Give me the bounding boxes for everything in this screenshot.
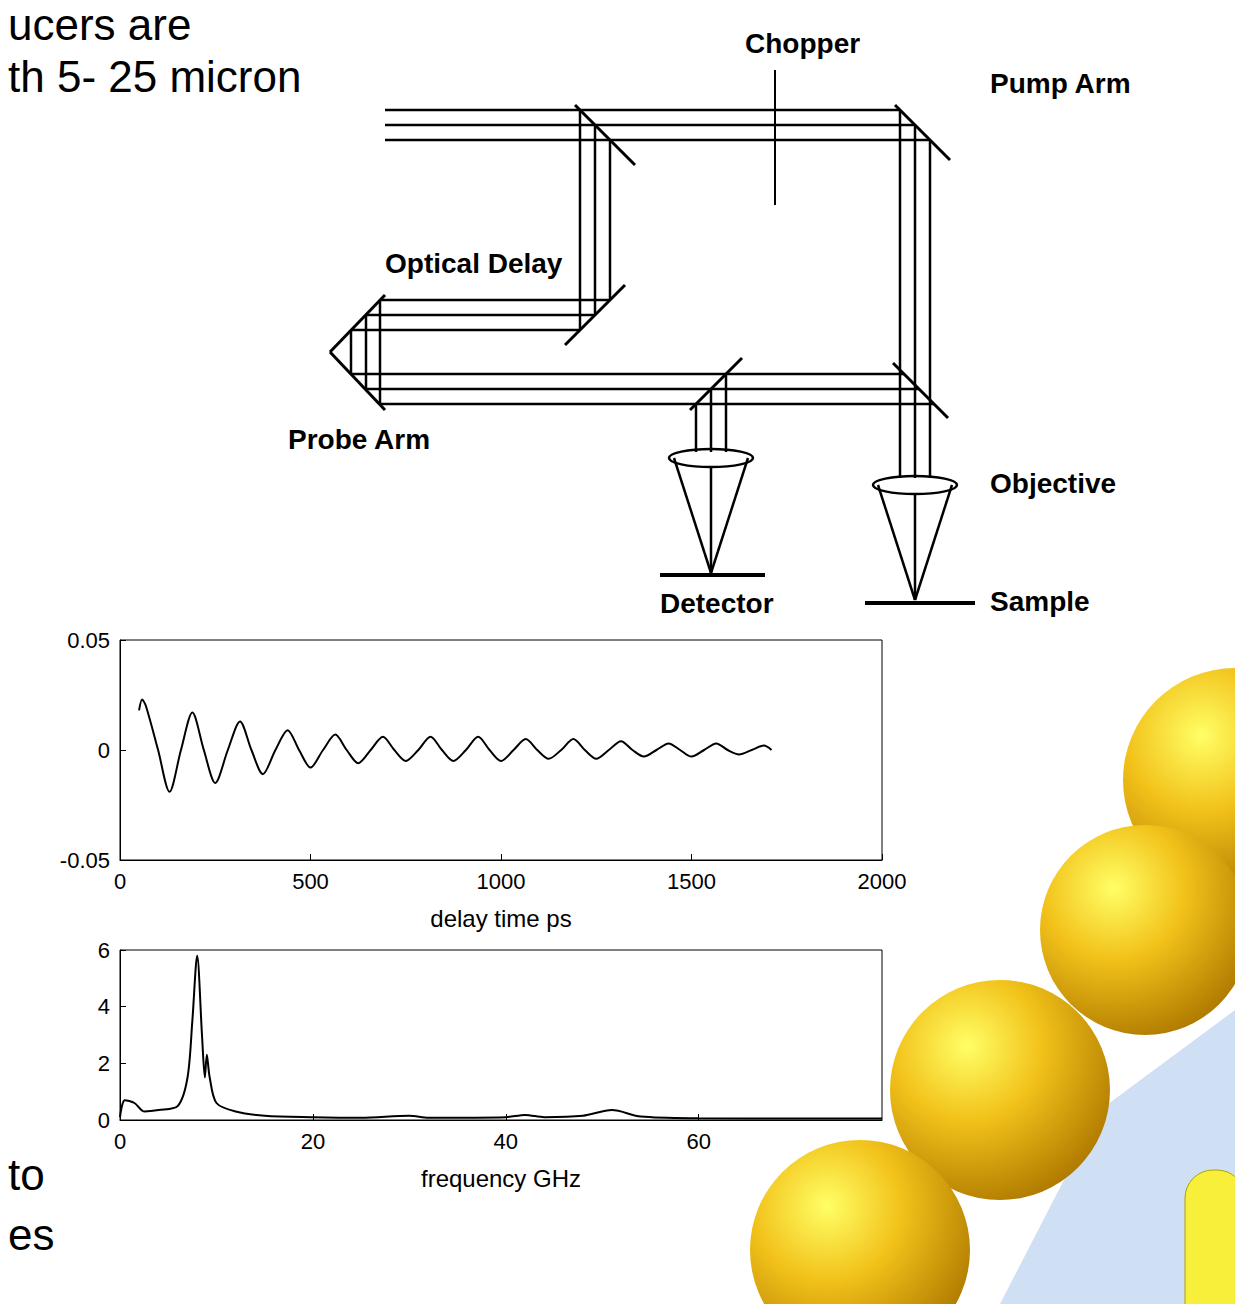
svg-text:2: 2 xyxy=(98,1051,110,1076)
svg-text:0: 0 xyxy=(98,1108,110,1133)
svg-text:delay time ps: delay time ps xyxy=(430,905,571,932)
html-text:Chopper: Chopper xyxy=(745,28,861,59)
html-text:Probe Arm: Probe Arm xyxy=(288,424,431,455)
html-text:Sample: Sample xyxy=(990,586,1090,617)
svg-text:4: 4 xyxy=(98,994,110,1019)
svg-text:0.05: 0.05 xyxy=(67,628,110,653)
svg-text:0: 0 xyxy=(114,1129,126,1154)
svg-text:40: 40 xyxy=(494,1129,518,1154)
svg-text:60: 60 xyxy=(686,1129,710,1154)
svg-text:-0.05: -0.05 xyxy=(60,848,110,873)
svg-text:20: 20 xyxy=(301,1129,325,1154)
svg-text:6: 6 xyxy=(98,938,110,963)
svg-text:1000: 1000 xyxy=(477,869,526,894)
svg-text:2000: 2000 xyxy=(858,869,907,894)
html-text:Pump Arm: Pump Arm xyxy=(990,68,1131,99)
html-text:Optical Delay: Optical Delay xyxy=(385,248,563,279)
html-text:Detector: Detector xyxy=(660,588,774,619)
svg-text:0: 0 xyxy=(98,738,110,763)
html-text:th 5- 25 micron: th 5- 25 micron xyxy=(8,52,302,101)
html-text:Objective: Objective xyxy=(990,468,1117,499)
svg-text:0: 0 xyxy=(114,869,126,894)
html-text:to: to xyxy=(8,1150,45,1199)
html-text:es: es xyxy=(8,1210,55,1259)
html-text:ucers are: ucers are xyxy=(8,0,192,49)
svg-text:500: 500 xyxy=(292,869,329,894)
svg-text:1500: 1500 xyxy=(667,869,716,894)
svg-text:frequency GHz: frequency GHz xyxy=(421,1165,581,1192)
